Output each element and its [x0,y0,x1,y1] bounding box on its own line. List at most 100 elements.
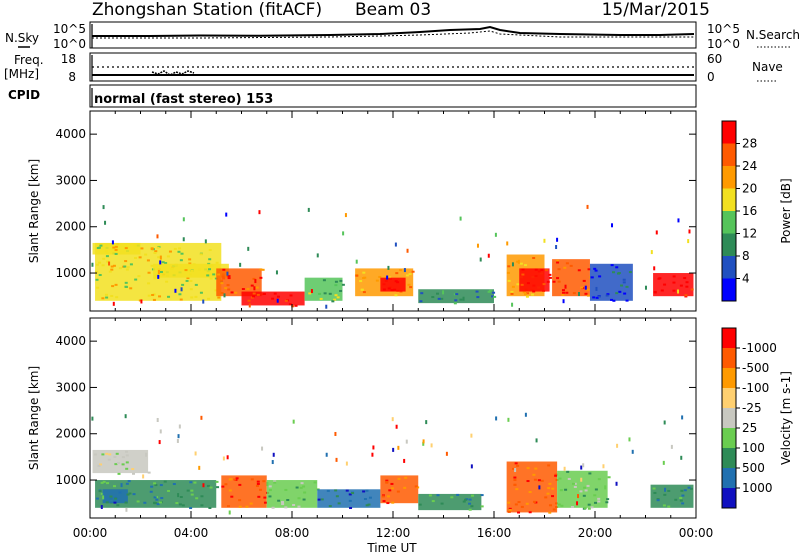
velocity-scatter-point [371,452,374,457]
velocity-scatter-point [538,485,541,490]
power-scatter-point [442,290,445,295]
velocity-speckle [450,496,454,499]
velocity-speckle [200,504,204,507]
power-speckle [663,283,667,286]
power-speckle [190,296,194,299]
power-speckle [208,268,212,271]
power-speckle [152,298,156,301]
velocity-speckle [514,503,518,506]
power-speckle [222,277,226,280]
velocity-speckle [245,505,249,508]
power-speckle [160,269,164,272]
velocity-colorbar-label: 25 [742,421,757,435]
velocity-speckle [284,488,288,491]
velocity-speckle [131,468,135,471]
velocity-speckle [403,486,407,489]
velocity-speckle [607,476,611,479]
noise-tick-left-top: 10^5 [53,22,86,36]
power-speckle [189,288,193,291]
power-speckle [227,277,231,280]
power-region-8 [418,289,497,305]
velocity-colorbar-label: -25 [742,401,762,415]
velocity-speckle [114,497,118,500]
power-speckle [101,264,105,267]
velocity-speckle [172,483,176,486]
power-speckle [95,278,99,281]
velocity-speckle [547,464,551,467]
velocity-speckle [587,503,591,506]
x-axis-label: Time UT [366,541,417,554]
velocity-speckle [268,485,272,488]
power-speckle [159,270,163,273]
velocity-scatter-point [142,474,145,479]
power-speckle [685,281,689,284]
power-speckle [124,285,128,288]
power-speckle [623,292,627,295]
velocity-speckle [681,502,685,505]
velocity-speckle [597,500,601,503]
power-scatter-point [578,292,581,297]
power-speckle [672,275,676,278]
power-speckle [328,292,332,295]
velocity-scatter-point [372,445,375,450]
power-speckle [586,288,590,291]
velocity-speckle [532,473,536,476]
power-scatter-point [494,232,497,237]
power-speckle [147,271,151,274]
velocity-speckle [105,452,109,455]
power-speckle [394,294,398,297]
velocity-speckle [431,500,435,503]
velocity-colorbar-swatch [722,388,736,408]
velocity-speckle [313,481,317,484]
velocity-speckle [160,497,164,500]
velocity-speckle [112,485,116,488]
velocity-scatter-point [580,465,583,470]
velocity-speckle [230,495,234,498]
velocity-speckle [662,504,666,507]
power-speckle [524,293,528,296]
velocity-speckle [297,497,301,500]
power-colorbar-label: 24 [742,159,757,173]
velocity-speckle [116,504,120,507]
velocity-speckle [555,478,559,481]
velocity-scatter-point [335,457,338,462]
velocity-speckle [516,464,520,467]
velocity-region-6 [380,475,420,505]
power-region-12 [589,263,633,302]
power-speckle [615,266,619,269]
velocity-speckle [547,487,551,490]
velocity-speckle [605,501,609,504]
power-speckle [134,278,138,281]
power-colorbar-swatch [722,211,736,234]
power-speckle [288,303,292,306]
velocity-colorbar-swatch [722,368,736,388]
velocity-speckle [189,507,193,510]
velocity-scatter-point [100,505,103,510]
velocity-scatter-point [266,482,269,487]
power-scatter-point [307,207,310,212]
velocity-region-2 [102,489,130,504]
power-region-7 [380,277,406,292]
power-scatter-point [406,248,409,253]
freq-unit-label: [MHz] [4,67,39,81]
x-tick-label: 04:00 [174,526,209,540]
velocity-region-fill [92,449,149,474]
velocity-speckle [208,506,212,509]
power-colorbar-swatch [722,233,736,256]
velocity-scatter-point [445,451,448,456]
power-speckle [387,287,391,290]
velocity-scatter-point [176,438,179,443]
power-speckle [625,285,629,288]
velocity-speckle [326,489,330,492]
velocity-speckle [115,452,119,455]
velocity-speckle [680,489,684,492]
velocity-speckle [228,489,232,492]
power-speckle [593,267,597,270]
velocity-region-0 [92,449,151,475]
velocity-speckle [365,489,369,492]
power-speckle [98,274,102,277]
velocity-colorbar-swatch [722,468,736,488]
velocity-speckle [667,505,671,508]
power-speckle [612,299,616,302]
velocity-speckle [271,506,275,509]
